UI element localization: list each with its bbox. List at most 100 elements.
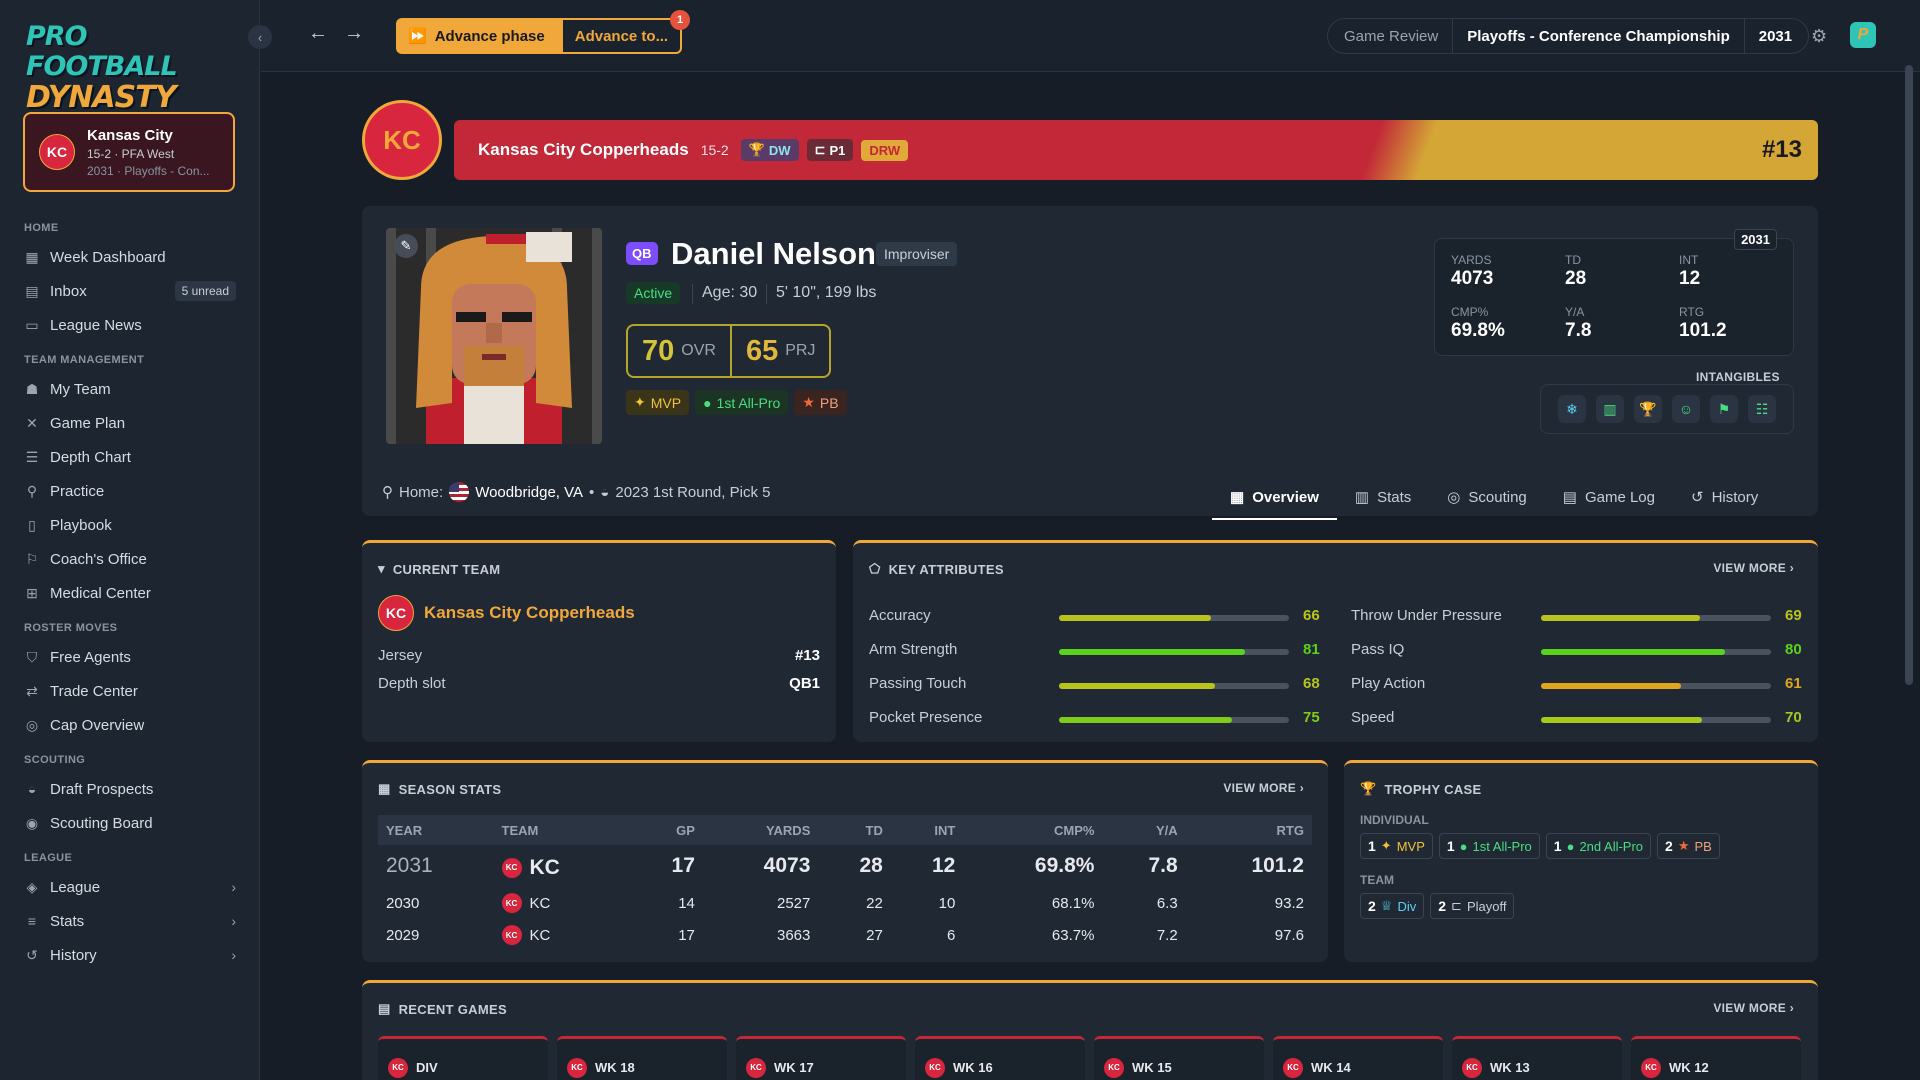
game-card[interactable]: KC WK 14	[1273, 1036, 1443, 1080]
table-cell: 10	[938, 894, 956, 912]
edit-pencil-icon[interactable]: ✎	[394, 234, 418, 258]
col-header[interactable]: YEAR	[378, 815, 494, 845]
game-card[interactable]: KC WK 12	[1631, 1036, 1801, 1080]
trophy-icon: ♕	[1380, 898, 1393, 913]
trophy-icon[interactable]: 🏆	[1634, 395, 1662, 423]
tab-stats[interactable]: ▥ Stats	[1337, 474, 1429, 520]
sidebar-item-practice[interactable]: ⚲ Practice	[0, 474, 260, 508]
key-attributes-panel: ⬠ KEY ATTRIBUTES VIEW MORE › Accuracy 66 Ar…	[853, 540, 1818, 742]
sidebar-item-my-team[interactable]: ☗ My Team	[0, 372, 260, 406]
game-card[interactable]: KC WK 13	[1452, 1036, 1622, 1080]
game-card[interactable]: KC DIV	[378, 1036, 548, 1080]
trophy-chip-playoff[interactable]: 2 ⊏ Playoff	[1430, 893, 1515, 919]
current-team-row[interactable]: KC Kansas City Copperheads	[378, 595, 635, 631]
sidebar-item-medical-center[interactable]: ⊞ Medical Center	[0, 576, 260, 610]
table-cell: 2031	[386, 854, 433, 877]
team-logo-icon: KC	[1283, 1057, 1303, 1078]
film-icon[interactable]: ▥	[1596, 395, 1624, 423]
col-header[interactable]: RTG	[1185, 815, 1312, 845]
game-card[interactable]: KC WK 18	[557, 1036, 727, 1080]
game-card[interactable]: KC WK 16	[915, 1036, 1085, 1080]
advance-phase-button[interactable]: ⏩ Advance phase	[396, 18, 561, 54]
sidebar-item-league[interactable]: ◈ League ›	[0, 870, 260, 904]
intangibles-label: INTANGIBLES	[1696, 370, 1780, 384]
group-icon[interactable]: ☷	[1748, 395, 1776, 423]
sidebar-item-coachs-office[interactable]: ⚐ Coach's Office	[0, 542, 260, 576]
sidebar-item-trade-center[interactable]: ⇄ Trade Center	[0, 674, 260, 708]
player-origin: ⚲ Home: Woodbridge, VA • ◒ 2023 1st Roun…	[382, 482, 770, 502]
sidebar-item-league-news[interactable]: ▭ League News	[0, 308, 260, 342]
trophy-chip-2nd-all-pro[interactable]: 1 ● 2nd All-Pro	[1545, 833, 1652, 859]
target-icon: ◉	[25, 814, 39, 831]
col-header[interactable]: CMP%	[963, 815, 1103, 845]
extension-icon[interactable]: P	[1850, 22, 1876, 48]
tab-overview[interactable]: ▦ Overview	[1212, 474, 1337, 520]
sidebar-item-game-plan[interactable]: ✕ Game Plan	[0, 406, 260, 440]
table-icon: ▦	[378, 781, 391, 796]
award-label: PB	[819, 394, 839, 411]
sidebar-item-draft-prospects[interactable]: ◒ Draft Prospects	[0, 772, 260, 806]
game-week-label: WK 18	[595, 1060, 635, 1075]
trophy-chip-mvp[interactable]: 1 ✦ MVP	[1360, 833, 1433, 859]
tab-label: Overview	[1252, 488, 1319, 506]
table-row[interactable]: 2030 KC KC 14 2527 22 10 68.1% 6.3 93.2	[378, 887, 1312, 919]
col-header[interactable]: YARDS	[702, 815, 819, 845]
col-header[interactable]: TD	[818, 815, 891, 845]
col-header[interactable]: Y/A	[1102, 815, 1186, 845]
sidebar-item-history[interactable]: ↺ History ›	[0, 938, 260, 972]
advance-to-button[interactable]: Advance to... 1	[560, 10, 691, 54]
table-cell: 2527	[777, 894, 811, 912]
team-cell[interactable]: KC KC	[501, 925, 550, 946]
forward-arrow-icon[interactable]: →	[344, 22, 364, 44]
trophy-label: 1st All-Pro	[1472, 838, 1532, 854]
team-card[interactable]: KC Kansas City 15-2 · PFA West 2031 · Pl…	[23, 112, 235, 192]
scrollbar[interactable]	[1905, 65, 1913, 685]
trophy-chip-pro-bowl[interactable]: 2 ★ PB	[1657, 833, 1720, 859]
smile-icon[interactable]: ☺	[1672, 395, 1700, 423]
sidebar-item-week-dashboard[interactable]: ▦ Week Dashboard	[0, 240, 260, 274]
tab-game-log[interactable]: ▤ Game Log	[1545, 474, 1673, 520]
trophy-chip-division[interactable]: 2 ♕ Div	[1360, 893, 1425, 919]
game-card[interactable]: KC WK 15	[1094, 1036, 1264, 1080]
tab-scouting[interactable]: ◎ Scouting	[1429, 474, 1544, 520]
history-icon: ↺	[1690, 489, 1704, 506]
view-more-button[interactable]: VIEW MORE ›	[1713, 561, 1794, 575]
sidebar-item-depth-chart[interactable]: ☰ Depth Chart	[0, 440, 260, 474]
banner-team-name[interactable]: Kansas City Copperheads	[478, 140, 689, 159]
view-more-button[interactable]: VIEW MORE ›	[1713, 1001, 1794, 1015]
view-more-label: VIEW MORE	[1223, 781, 1297, 795]
table-row[interactable]: 2031 KC KC 17 4073 28 12 69.8% 7.8 101.2	[378, 845, 1312, 887]
sidebar-collapse-button[interactable]: ‹	[248, 25, 272, 49]
sidebar-item-label: Coach's Office	[50, 550, 147, 568]
medal-icon: ●	[703, 394, 712, 411]
sidebar-item-stats[interactable]: ≡ Stats ›	[0, 904, 260, 938]
sidebar-item-scouting-board[interactable]: ◉ Scouting Board	[0, 806, 260, 840]
team-cell[interactable]: KC KC	[501, 856, 560, 880]
tab-history[interactable]: ↺ History	[1673, 474, 1776, 520]
table-cell: 17	[678, 926, 695, 944]
team-cell[interactable]: KC KC	[501, 893, 550, 914]
sidebar-item-playbook[interactable]: ▯ Playbook	[0, 508, 260, 542]
sidebar-item-cap-overview[interactable]: ◎ Cap Overview	[0, 708, 260, 742]
phase-indicator[interactable]: Game Review Playoffs - Conference Champi…	[1327, 18, 1810, 54]
game-week-label: DIV	[416, 1060, 438, 1075]
back-arrow-icon[interactable]: ←	[308, 22, 328, 44]
gear-icon[interactable]: ⚙	[1811, 26, 1828, 46]
sidebar-item-label: Trade Center	[50, 682, 138, 700]
view-more-button[interactable]: VIEW MORE ›	[1223, 781, 1304, 795]
season-stats-table: YEAR TEAM GP YARDS TD INT CMP% Y/A RTG 2…	[378, 815, 1312, 951]
banner-jersey-number: #13	[1761, 136, 1802, 163]
sidebar-item-free-agents[interactable]: ⛉ Free Agents	[0, 640, 260, 674]
sidebar-item-inbox[interactable]: ▤ Inbox 5 unread	[0, 274, 260, 308]
game-card[interactable]: KC WK 17	[736, 1036, 906, 1080]
col-header[interactable]: INT	[890, 815, 964, 845]
stat-box-year[interactable]: 2031	[1734, 229, 1777, 250]
table-row[interactable]: 2029 KC KC 17 3663 27 6 63.7% 7.2 97.6	[378, 919, 1312, 951]
app-logo[interactable]: PRO FOOTBALL DYNASTY	[26, 22, 236, 114]
runner-icon[interactable]: ⚑	[1710, 395, 1738, 423]
table-cell: 68.1%	[1051, 894, 1095, 912]
col-header[interactable]: TEAM	[493, 815, 631, 845]
col-header[interactable]: GP	[630, 815, 703, 845]
snowflake-icon[interactable]: ❄	[1558, 395, 1586, 423]
trophy-chip-1st-all-pro[interactable]: 1 ● 1st All-Pro	[1438, 833, 1540, 859]
